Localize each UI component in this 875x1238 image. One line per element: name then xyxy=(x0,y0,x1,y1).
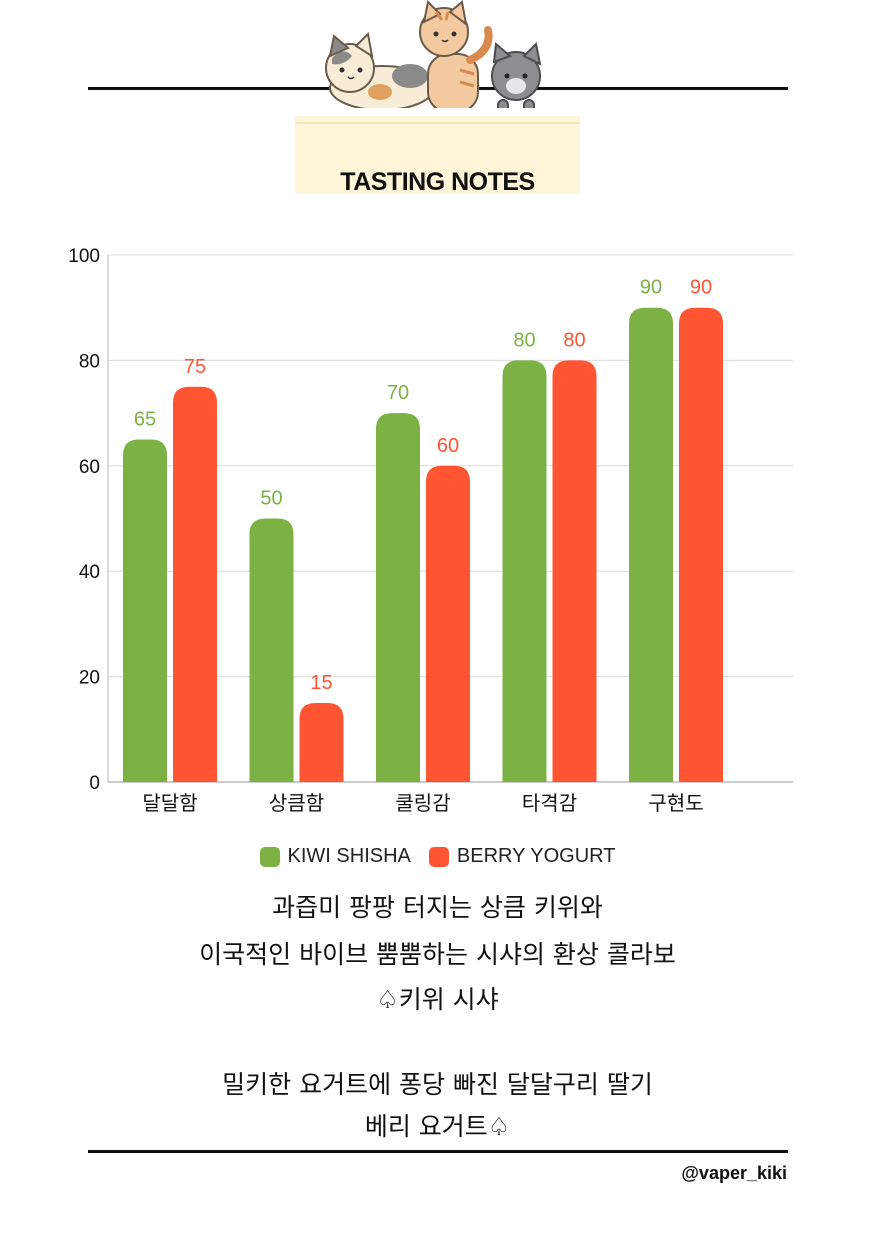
data-label: 75 xyxy=(184,356,206,378)
legend-label-berry: BERRY YOGURT xyxy=(456,845,616,867)
x-tick-label: 타격감 xyxy=(522,791,577,815)
data-label: 90 xyxy=(690,277,712,299)
bar xyxy=(502,360,547,782)
banner-stripe xyxy=(295,122,580,124)
x-tick-label: 상큼함 xyxy=(269,791,324,815)
bar xyxy=(552,360,597,782)
data-label: 60 xyxy=(437,435,459,457)
chart-title: TASTING NOTES xyxy=(340,168,535,196)
description-line-5: 베리 요거트♤ xyxy=(364,1112,511,1141)
legend-swatch-kiwi xyxy=(259,846,280,867)
calico-cat-icon xyxy=(325,31,435,111)
y-tick-label: 40 xyxy=(79,562,100,583)
x-tick-label: 쿨링감 xyxy=(395,791,450,815)
legend-label-kiwi: KIWI SHISHA xyxy=(287,845,411,867)
description-line-3: ♤키위 시샤 xyxy=(376,985,499,1014)
title-banner: TASTING NOTES xyxy=(295,108,580,196)
bar xyxy=(679,307,723,782)
bar xyxy=(123,439,167,782)
y-tick-label: 60 xyxy=(79,457,100,478)
y-tick-label: 100 xyxy=(68,246,100,267)
data-label: 50 xyxy=(260,488,282,510)
description-line-1: 과즙미 팡팡 터지는 상큼 키위와 xyxy=(272,893,603,922)
author-handle: @vaper_kiki xyxy=(681,1163,787,1183)
description-line-2: 이국적인 바이브 뿜뿜하는 시샤의 환상 콜라보 xyxy=(199,940,676,969)
bar xyxy=(426,465,470,782)
data-label: 80 xyxy=(563,329,585,351)
legend-item-kiwi: KIWI SHISHA xyxy=(259,845,411,868)
y-tick-label: 80 xyxy=(79,351,100,372)
bar xyxy=(629,307,673,782)
gray-cat-icon xyxy=(491,41,542,129)
data-label: 65 xyxy=(134,408,156,430)
bottom-divider xyxy=(88,1150,788,1153)
y-tick-label: 0 xyxy=(89,773,100,794)
chart-legend: KIWI SHISHA BERRY YOGURT xyxy=(0,845,875,868)
bar xyxy=(173,386,217,782)
cats-illustration xyxy=(325,0,542,129)
tabby-cat-icon xyxy=(419,0,493,113)
data-label: 90 xyxy=(640,277,662,299)
x-tick-label: 달달함 xyxy=(142,791,197,815)
x-tick-label: 구현도 xyxy=(648,791,703,815)
legend-item-berry: BERRY YOGURT xyxy=(428,845,616,868)
bar-chart: 0 20 40 60 80 100 65 75 달달함 50 15 상큼함 70 60 쿨링감 80 80 타격감… xyxy=(68,246,793,815)
description-line-4: 밀키한 요거트에 퐁당 빠진 달달구리 딸기 xyxy=(222,1070,653,1099)
bar xyxy=(376,413,420,782)
bar xyxy=(249,518,294,782)
data-label: 80 xyxy=(513,329,535,351)
data-label: 15 xyxy=(310,672,332,694)
y-tick-label: 20 xyxy=(79,668,100,689)
legend-swatch-berry xyxy=(428,846,449,867)
data-label: 70 xyxy=(387,382,409,404)
bar xyxy=(299,702,344,782)
